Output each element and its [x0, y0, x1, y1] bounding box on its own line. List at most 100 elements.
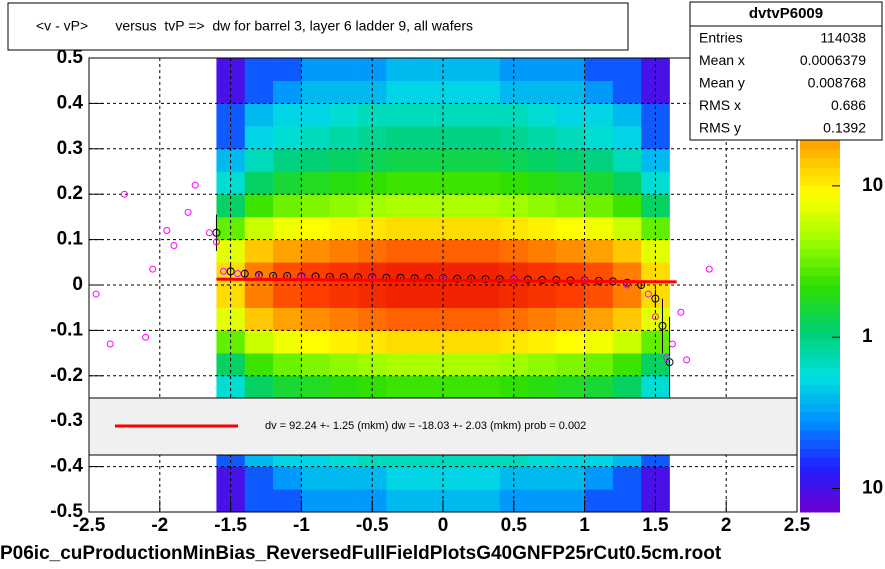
frame — [88, 57, 798, 513]
heatmap-cell — [301, 194, 331, 218]
chart-title: <v - vP> versus tvP => dw for barrel 3, … — [36, 18, 473, 34]
heatmap-cell — [216, 80, 246, 104]
z-tick-label: 10 — [862, 478, 883, 499]
heatmap-cell — [641, 171, 670, 195]
heatmap-cell — [471, 194, 500, 218]
x-tick-label: -2 — [151, 515, 168, 536]
heatmap-cell — [584, 466, 614, 490]
palette-band — [800, 312, 840, 322]
stats-value: 0.1392 — [823, 120, 866, 136]
palette-band — [800, 321, 840, 331]
heatmap-cell — [612, 285, 642, 308]
stats-value: 0.686 — [831, 97, 866, 113]
heatmap-cell — [641, 58, 670, 81]
heatmap-cell — [386, 466, 415, 490]
heatmap-cell — [273, 466, 302, 490]
heatmap-cell — [358, 171, 387, 195]
heatmap-cell — [329, 171, 359, 195]
heatmap-cell — [443, 80, 472, 104]
heatmap-cell — [443, 353, 472, 377]
palette-band — [800, 203, 840, 213]
x-tick-label: -1.5 — [214, 515, 247, 536]
palette-band — [800, 148, 840, 159]
heatmap-cell — [414, 489, 444, 513]
heatmap-cell — [499, 58, 529, 81]
heatmap-cell — [612, 80, 642, 104]
heatmap-cell — [471, 171, 500, 195]
heatmap-cell — [273, 330, 302, 354]
y-tick-label: 0.2 — [57, 183, 83, 204]
heatmap-cell — [443, 239, 472, 263]
heatmap-cell — [244, 148, 274, 172]
mean-point — [163, 227, 171, 235]
stats-label: Mean x — [699, 52, 745, 68]
heatmap-cell — [612, 239, 642, 263]
fit-text: dv = 92.24 +- 1.25 (mkm) dw = -18.03 +- … — [265, 420, 586, 432]
profile-point — [481, 275, 490, 284]
palette-band — [800, 239, 840, 250]
y-tick-label: 0 — [72, 274, 83, 295]
heatmap-cell — [386, 126, 415, 150]
heatmap-cell — [414, 80, 444, 104]
heatmap-cell — [329, 194, 359, 218]
mean-point — [683, 356, 691, 364]
heatmap-cell — [358, 307, 387, 331]
heatmap-cell — [216, 285, 246, 308]
heatmap-cell — [641, 80, 670, 104]
heatmap-cell — [244, 80, 274, 104]
heatmap-cell — [216, 58, 246, 81]
palette-band — [800, 185, 840, 195]
y-tick-label: 0.4 — [57, 92, 84, 113]
heatmap-cell — [244, 330, 274, 354]
palette-band — [800, 421, 840, 431]
palette-band — [800, 212, 840, 222]
heatmap-cell — [471, 126, 500, 150]
heatmap-cell — [216, 194, 246, 218]
heatmap-cell — [499, 285, 529, 308]
heatmap-cell — [527, 80, 557, 104]
palette-band — [800, 257, 840, 268]
heatmap-cell — [244, 489, 274, 513]
palette-band — [800, 375, 840, 386]
y-tick-label: -0.2 — [50, 365, 83, 386]
heatmap-cell — [244, 103, 274, 127]
heatmap-cell — [556, 239, 585, 263]
heatmap-cell — [443, 375, 472, 399]
y-tick-label: 0.5 — [57, 47, 84, 68]
heatmap-cell — [414, 148, 444, 172]
heatmap-cell — [499, 307, 529, 331]
heatmap-cell — [301, 285, 331, 308]
heatmap-cell — [556, 375, 585, 399]
heatmap-cell — [414, 330, 444, 354]
heatmap-cell — [244, 466, 274, 490]
heatmap-cell — [527, 353, 557, 377]
x-tick-label: 2.5 — [784, 515, 811, 536]
heatmap-cell — [612, 103, 642, 127]
heatmap-cell — [443, 171, 472, 195]
profile-point — [240, 269, 249, 278]
heatmap-cell — [414, 216, 444, 240]
y-tick-label: -0.1 — [50, 319, 83, 340]
heatmap-cell — [244, 194, 274, 218]
heatmap-cell — [499, 194, 529, 218]
heatmap-cell — [301, 375, 331, 399]
x-tick-label: 1 — [579, 515, 590, 536]
heatmap-cell — [273, 239, 302, 263]
heatmap-cell — [273, 489, 302, 513]
palette-band — [800, 330, 840, 340]
x-tick-label: 0.5 — [501, 515, 528, 536]
stats-label: Entries — [699, 30, 743, 46]
heatmap-cell — [386, 80, 415, 104]
x-tick-label: 0 — [438, 515, 449, 536]
heatmap-cell — [443, 307, 472, 331]
heatmap-cell — [584, 307, 614, 331]
heatmap-cell — [527, 285, 557, 308]
heatmap-cell — [556, 353, 585, 377]
heatmap-cell — [443, 285, 472, 308]
palette-band — [800, 484, 840, 495]
palette-band — [800, 248, 840, 259]
heatmap-cell — [641, 262, 670, 286]
palette-band — [800, 475, 840, 486]
stats-name: dvtvP6009 — [749, 5, 823, 22]
heatmap-cell — [443, 148, 472, 172]
